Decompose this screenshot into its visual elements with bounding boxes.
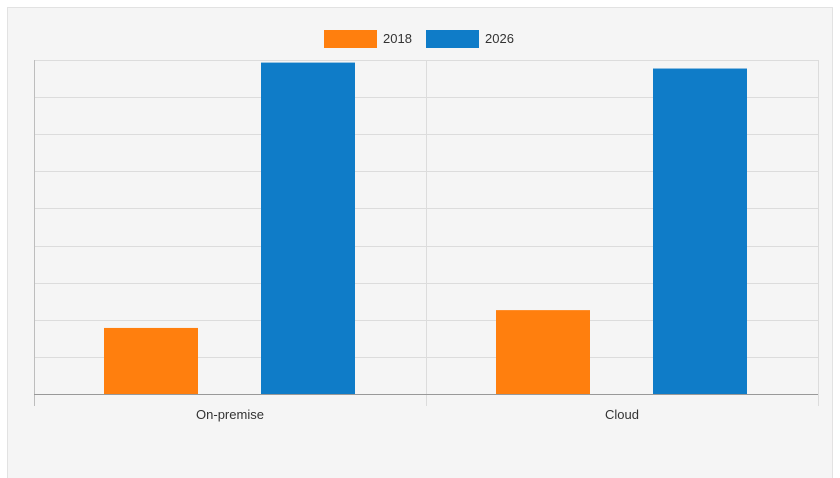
bar-cloud-2026 — [653, 68, 747, 394]
axes — [34, 60, 819, 406]
x-tick-label: Cloud — [605, 407, 639, 422]
category-labels: On-premise Cloud — [196, 407, 639, 422]
bar-cloud-2018 — [496, 310, 590, 394]
legend-label-2018: 2018 — [383, 31, 412, 46]
bars — [104, 62, 747, 394]
legend-label-2026: 2026 — [485, 31, 514, 46]
bar-on-premise-2018 — [104, 327, 198, 394]
legend: 2018 2026 — [324, 30, 514, 48]
bar-on-premise-2026 — [261, 62, 355, 394]
x-tick-label: On-premise — [196, 407, 264, 422]
legend-swatch-2018 — [324, 30, 377, 48]
legend-swatch-2026 — [426, 30, 479, 48]
